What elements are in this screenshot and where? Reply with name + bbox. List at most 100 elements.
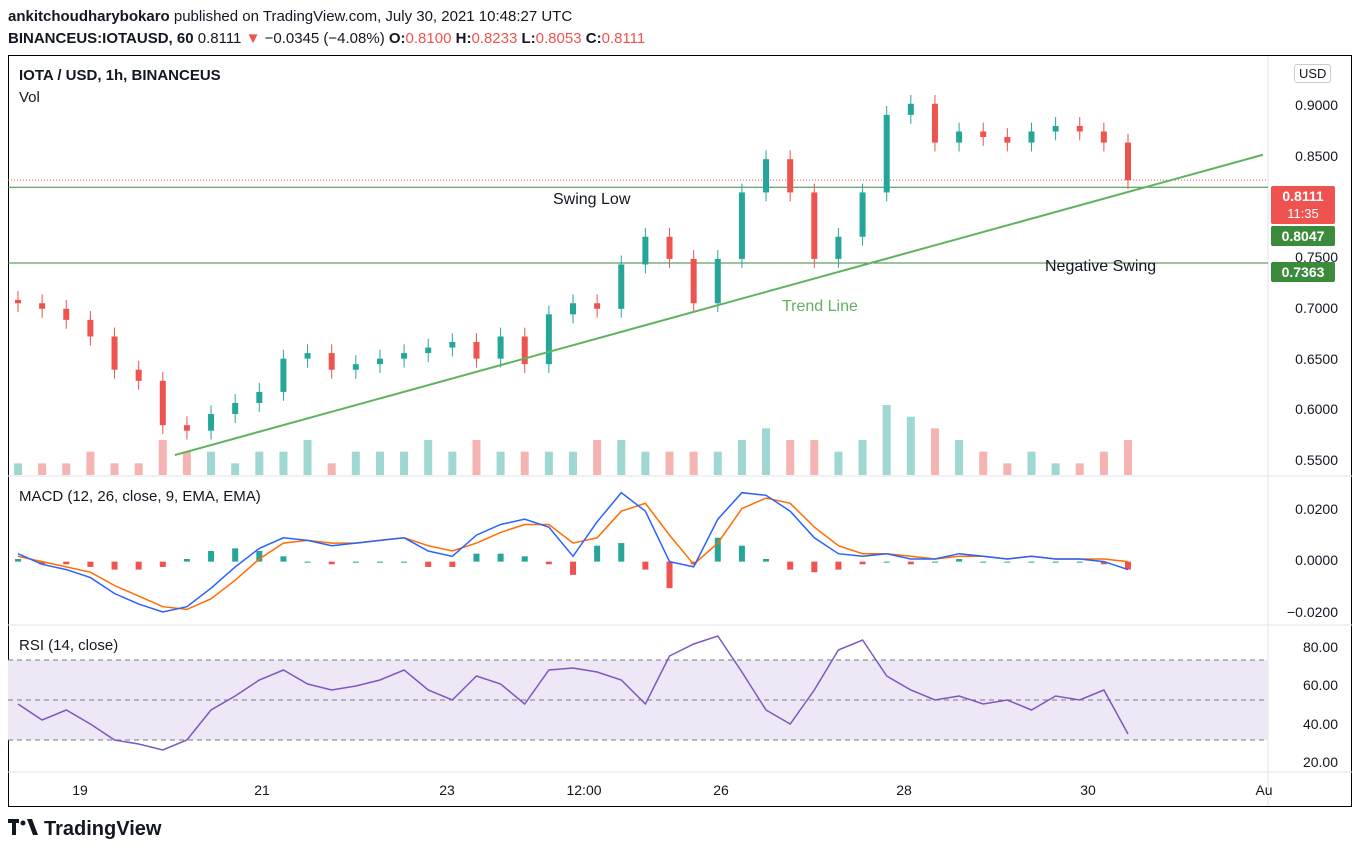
rsi-tick: 80.00 [1302,639,1338,655]
macd-histogram-bar [545,561,552,565]
macd-histogram-bar [907,561,914,565]
open-value: 0.8100 [405,30,452,47]
macd-histogram-bar [352,561,359,563]
x-tick: 12:00 [566,782,602,798]
volume-bar [1099,451,1108,475]
swing-low-annotation: Swing Low [553,191,631,208]
volume-bar [14,463,22,475]
macd-histogram-bar [883,561,890,563]
candle-body [111,336,118,370]
ohlc-line: BINANCEUS:IOTAUSD, 60 0.8111 ▼ −0.0345 (… [8,30,645,47]
macd-histogram-bar [714,537,721,562]
volume-bar [979,451,988,475]
macd-histogram-bar [570,561,576,575]
countdown-timer: 11:35 [1287,206,1319,221]
volume-bar [882,405,891,475]
candle-body [1125,142,1131,181]
x-tick: 30 [1080,782,1096,798]
volume-bar [1051,463,1060,475]
volume-bar [110,463,119,475]
macd-histogram-bar [135,561,142,570]
macd-histogram-bar [1125,561,1131,570]
candle-body [956,131,963,143]
volume-bar [255,451,264,475]
candle-body [690,258,697,304]
macd-histogram-bar [63,561,70,565]
macd-histogram-bar [1100,561,1107,565]
tradingview-logo-icon [8,818,38,841]
candle-body [859,192,866,237]
volume-bar [375,451,384,475]
x-tick: 28 [896,782,912,798]
volume-bar [182,451,191,475]
candle-body [883,114,890,193]
macd-line [17,491,1129,613]
trend-line [174,153,1264,457]
macd-histogram-bar [304,561,311,563]
last-price: 0.8111 [197,30,242,47]
candle-body [980,131,987,138]
price-tick: 0.9000 [1295,97,1338,113]
volume-bar [617,440,626,475]
low-value: 0.8053 [535,30,582,47]
x-tick: 23 [439,782,455,798]
candle-body [521,336,528,365]
volume-bar [1027,451,1036,475]
volume-bar [906,416,915,475]
macd-histogram-bar [183,558,190,562]
volume-bar [231,463,240,475]
macd-signal-line [17,497,1129,611]
volume-bar [424,440,433,475]
macd-histogram-bar [15,558,21,562]
candle-body [135,369,142,381]
close-value: 0.8111 [601,30,646,47]
currency-button[interactable]: USD [1294,64,1332,83]
volume-bar [689,451,698,475]
volume-bar [62,463,71,475]
candle-body [87,319,94,337]
volume-bar [544,451,553,475]
price-tick: 0.8500 [1295,148,1338,164]
rsi-tick: 20.00 [1302,754,1338,770]
candle-body [1052,125,1059,132]
candle-body [280,358,287,392]
price-tick: 0.5500 [1295,452,1338,468]
level-tag-upper: 0.8047 [1271,226,1335,246]
symbol-label: BINANCEUS:IOTAUSD, 60 [8,30,194,47]
macd-histogram-bar [425,561,432,567]
volume-bar [1124,440,1132,475]
macd-histogram-bar [328,561,335,565]
candle-body [811,192,818,259]
volume-bar [1075,463,1084,475]
high-value: 0.8233 [471,30,518,47]
candle-body [1100,131,1107,143]
candle-body [376,358,383,365]
x-tick: Au [1255,782,1273,798]
candle-body [425,347,432,354]
volume-bar [1003,463,1012,475]
last-price-tag: 0.8111 11:35 [1271,186,1335,224]
candle-body [39,303,46,309]
price-tick: 0.6000 [1295,401,1338,417]
last-price-tag-value: 0.8111 [1282,188,1324,204]
volume-bar [520,451,529,475]
macd-histogram-bar [232,548,239,562]
candle-body [1028,131,1035,143]
volume-bar [38,463,47,475]
candle-body [931,103,938,143]
macd-histogram-bar [787,561,794,570]
chart-frame[interactable] [8,55,1352,807]
high-label: H: [455,30,472,47]
macd-histogram-bar [666,561,673,589]
macd-histogram-bar [87,561,94,567]
macd-histogram-bar [280,556,287,562]
macd-tick: 0.0200 [1295,501,1338,517]
volume-bar [351,451,360,475]
macd-histogram-bar [1052,561,1059,563]
volume-label: Vol [19,89,40,106]
candle-body [570,303,576,315]
volume-bar [327,463,336,475]
volume-bar [158,440,167,475]
trend-line-annotation: Trend Line [782,298,858,315]
